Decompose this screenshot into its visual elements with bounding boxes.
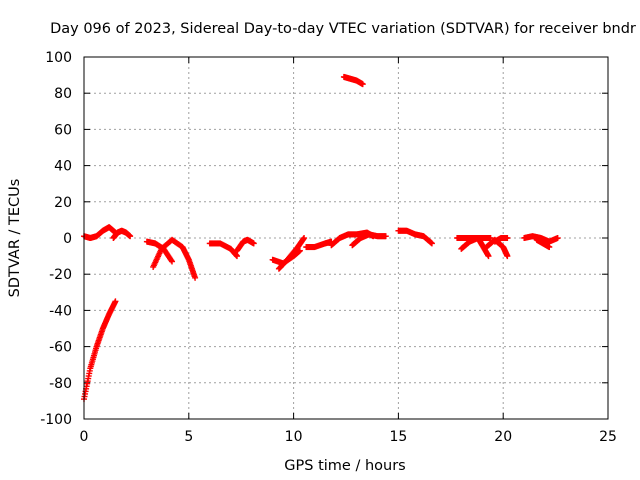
data-point: [192, 274, 199, 281]
data-series-arc-3: [110, 227, 134, 241]
data-series-arc-16: [458, 235, 492, 260]
data-series-arc-5: [150, 236, 199, 281]
plot-frame: [83, 56, 609, 420]
x-axis-label: GPS time / hours: [284, 458, 405, 474]
data-point: [554, 235, 561, 241]
y-tick-label: 0: [63, 231, 72, 247]
data-point: [504, 235, 511, 241]
x-tick-label: 10: [285, 429, 303, 445]
x-tick-label: 20: [494, 429, 512, 445]
data-series-arc-10: [303, 238, 335, 251]
data-series-arc-7: [234, 236, 257, 254]
data-series-arc-20: [533, 236, 553, 251]
data-point: [250, 240, 257, 247]
y-tick-label: -100: [40, 412, 72, 428]
data-point: [359, 81, 366, 88]
data-point: [169, 258, 176, 265]
data-point: [127, 233, 134, 240]
chart-title: Day 096 of 2023, Sidereal Day-to-day VTE…: [50, 21, 636, 37]
data-point: [546, 244, 553, 251]
y-tick-label: -40: [49, 303, 72, 319]
y-tick-label: 60: [54, 122, 72, 138]
data-series-arc-11: [340, 73, 366, 88]
data-point: [485, 253, 492, 260]
data-series-arc-13: [349, 231, 389, 249]
data-series-arc-1: [81, 224, 119, 241]
data-point: [504, 253, 511, 260]
y-axis-label: SDTVAR / TECUs: [7, 179, 23, 298]
y-tick-label: 20: [54, 195, 72, 211]
data-point: [382, 233, 389, 240]
x-tick-label: 15: [389, 429, 407, 445]
data-point: [428, 240, 435, 247]
y-tick-label: -20: [49, 267, 72, 283]
y-tick-label: -80: [49, 376, 72, 392]
y-tick-label: -60: [49, 340, 72, 356]
y-tick-label: 100: [45, 50, 72, 66]
data-point: [112, 298, 119, 305]
data-points: [81, 73, 561, 403]
data-series-arc-18: [491, 235, 511, 245]
data-series-arc-14: [395, 227, 435, 247]
data-series-arc-9: [275, 235, 308, 272]
x-tick-label: 5: [184, 429, 193, 445]
y-tick-label: 40: [54, 159, 72, 175]
data-point: [234, 253, 241, 260]
tick-labels: 0 5 10 15 20 25 -100 -80 -60 -40 -20 0 20 40 60 80 100: [40, 50, 617, 445]
data-series-arc-2: [81, 298, 119, 403]
x-tick-label: 25: [599, 429, 617, 445]
grid: [84, 57, 608, 419]
x-tick-label: 0: [80, 429, 89, 445]
data-point: [301, 235, 308, 241]
y-tick-label: 80: [54, 86, 72, 102]
